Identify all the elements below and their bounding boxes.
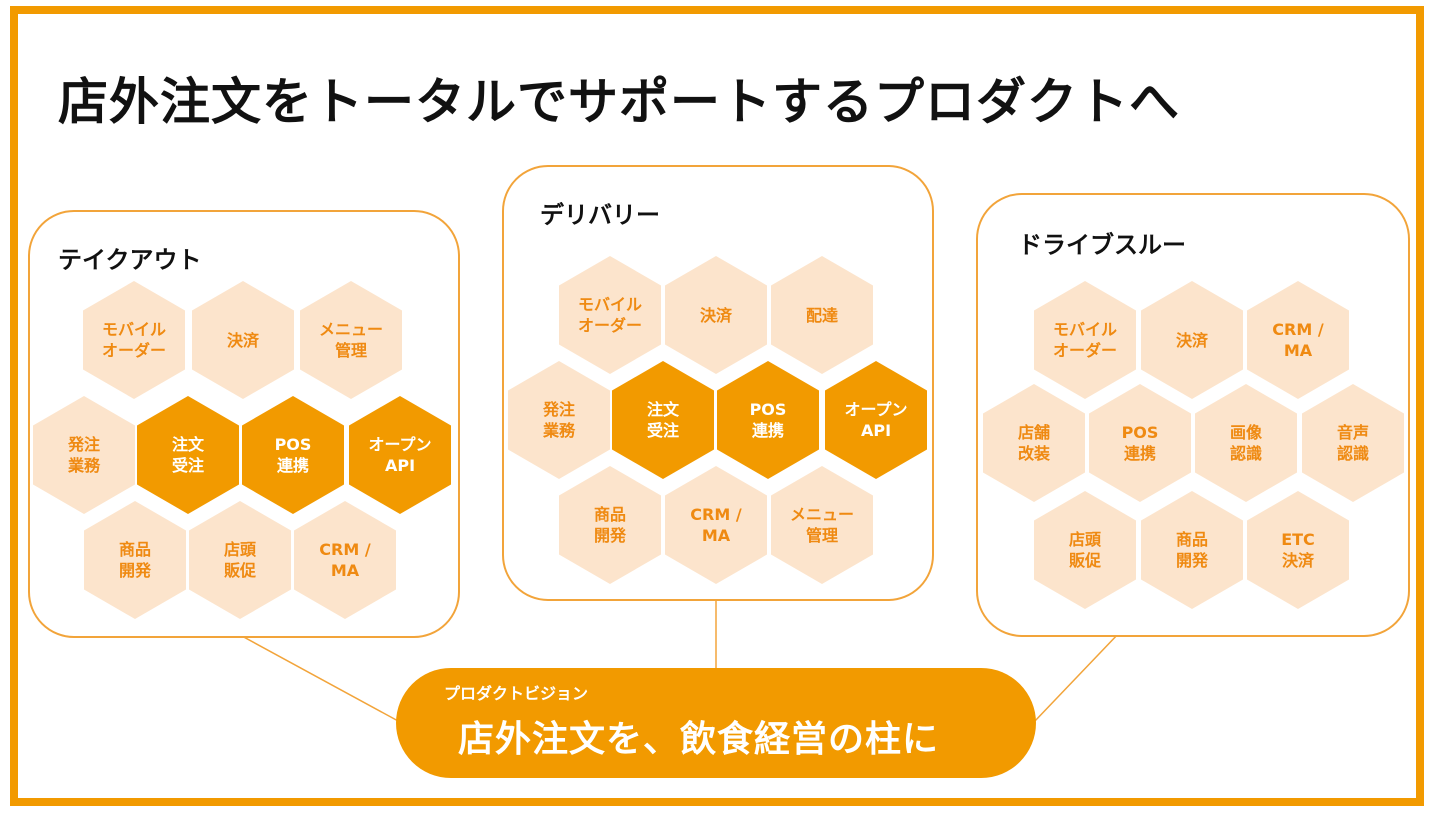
hex-takeout: 商品 開発 [84, 501, 186, 619]
slide-frame [10, 6, 1424, 806]
connector-takeout [239, 634, 401, 723]
hex-takeout: CRM / MA [294, 501, 396, 619]
product-vision-label: プロダクトビジョン [444, 684, 589, 703]
panel-title-drivethru: ドライブスルー [1018, 231, 1186, 259]
product-vision-banner: プロダクトビジョン 店外注文を、飲食経営の柱に [396, 668, 1036, 778]
panel-title-takeout: テイクアウト [58, 246, 202, 274]
connector-drivethru [1033, 631, 1121, 723]
hex-takeout: 店頭 販促 [189, 501, 291, 619]
slide-title: 店外注文をトータルでサポートするプロダクトへ [58, 73, 1180, 131]
product-vision-text: 店外注文を、飲食経営の柱に [458, 719, 940, 760]
panel-title-delivery: デリバリー [540, 201, 660, 229]
